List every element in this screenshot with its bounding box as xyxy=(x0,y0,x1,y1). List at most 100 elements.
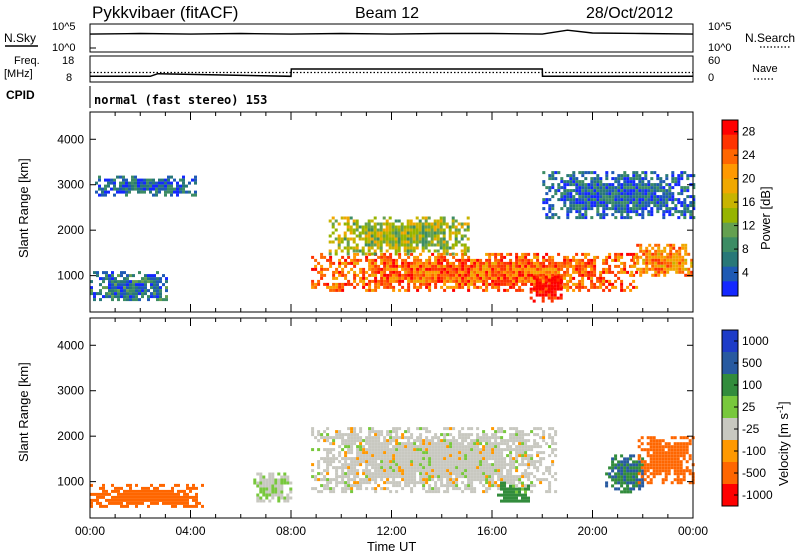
power-cell xyxy=(104,178,107,182)
velocity-cell xyxy=(183,504,186,508)
power-cell xyxy=(578,270,582,274)
velocity-cell xyxy=(171,489,174,493)
velocity-cell xyxy=(455,478,459,482)
power-cell xyxy=(653,198,657,202)
power-cell xyxy=(494,285,498,289)
power-cell xyxy=(376,228,380,232)
power-cell xyxy=(599,198,603,202)
power-cell xyxy=(436,237,440,241)
power-cell xyxy=(548,258,552,262)
power-cell xyxy=(442,234,446,238)
velocity-cell xyxy=(551,475,555,479)
power-bar-frame xyxy=(721,119,739,297)
power-cell xyxy=(350,282,354,286)
power-cell xyxy=(320,276,324,280)
velocity-cell xyxy=(449,457,453,461)
power-cell xyxy=(663,261,667,265)
velocity-cell xyxy=(126,489,129,493)
velocity-cell xyxy=(359,442,363,446)
power-cell xyxy=(101,190,104,194)
power-cell xyxy=(409,237,413,241)
power-cell xyxy=(617,258,621,262)
velocity-cell xyxy=(356,463,360,467)
power-cell xyxy=(566,258,570,262)
nsky-tick-bottom-right: 10^0 xyxy=(708,42,732,54)
velocity-cell xyxy=(353,481,357,485)
power-cell xyxy=(400,225,404,229)
power-cell xyxy=(156,271,159,275)
velocity-cell xyxy=(437,478,441,482)
velocity-cell xyxy=(123,504,126,508)
velocity-cell xyxy=(446,451,450,455)
velocity-cell xyxy=(646,481,650,485)
velocity-cell xyxy=(503,496,506,500)
velocity-cell xyxy=(482,436,486,440)
velocity-cell xyxy=(533,484,537,488)
power-cell xyxy=(645,270,649,274)
power-cell xyxy=(645,264,649,268)
velocity-cell xyxy=(461,448,465,452)
nsky-tick-bottom-left: 10^0 xyxy=(52,42,76,54)
velocity-cell xyxy=(652,454,656,458)
power-cell xyxy=(644,207,648,211)
velocity-cell xyxy=(527,454,531,458)
velocity-cell xyxy=(434,481,438,485)
power-cell xyxy=(665,192,669,196)
velocity-cell xyxy=(413,478,417,482)
power-cell xyxy=(689,210,693,214)
velocity-cell xyxy=(147,498,150,502)
power-cell xyxy=(454,243,458,247)
power-cell xyxy=(590,195,594,199)
power-cell xyxy=(431,267,435,271)
power-cell xyxy=(388,225,392,229)
power-cell xyxy=(578,216,582,220)
velocity-cell xyxy=(464,454,468,458)
velocity-cell xyxy=(473,448,477,452)
power-cell xyxy=(443,276,447,280)
power-cell xyxy=(500,255,504,259)
velocity-cell xyxy=(673,472,677,476)
power-cell xyxy=(632,279,636,283)
velocity-cell xyxy=(332,460,336,464)
power-cell xyxy=(439,243,443,247)
power-cell xyxy=(104,187,107,191)
power-cell xyxy=(140,190,143,194)
velocity-cell xyxy=(401,466,405,470)
velocity-cell xyxy=(485,451,489,455)
power-cell xyxy=(406,228,410,232)
power-cell xyxy=(473,267,477,271)
power-cell xyxy=(623,192,627,196)
velocity-cell xyxy=(344,490,348,494)
power-cell xyxy=(367,234,371,238)
velocity-cell xyxy=(374,433,378,437)
velocity-cell xyxy=(356,439,360,443)
power-cell xyxy=(575,258,579,262)
velocity-cell xyxy=(398,475,402,479)
velocity-cell xyxy=(527,448,531,452)
velocity-cell xyxy=(679,481,683,485)
power-cell xyxy=(428,270,432,274)
velocity-cell xyxy=(461,442,465,446)
power-cell xyxy=(681,264,685,268)
power-cell xyxy=(425,273,429,277)
power-cell xyxy=(114,295,117,299)
velocity-cell xyxy=(506,454,510,458)
power-cell xyxy=(671,180,675,184)
velocity-cell xyxy=(359,463,363,467)
power-cell xyxy=(675,258,679,262)
velocity-cell xyxy=(413,475,417,479)
velocity-cell xyxy=(422,457,426,461)
power-bar-swatch xyxy=(722,281,738,297)
power-cell xyxy=(382,222,386,226)
velocity-cell xyxy=(476,442,480,446)
velocity-cell xyxy=(117,489,120,493)
power-cell xyxy=(158,190,161,194)
velocity-cell xyxy=(410,475,414,479)
velocity-cell xyxy=(542,472,546,476)
velocity-cell xyxy=(168,495,171,499)
velocity-cell xyxy=(629,457,633,461)
power-cell xyxy=(491,252,495,256)
velocity-cell xyxy=(608,472,612,476)
power-cell xyxy=(162,283,165,287)
velocity-cell xyxy=(494,454,498,458)
